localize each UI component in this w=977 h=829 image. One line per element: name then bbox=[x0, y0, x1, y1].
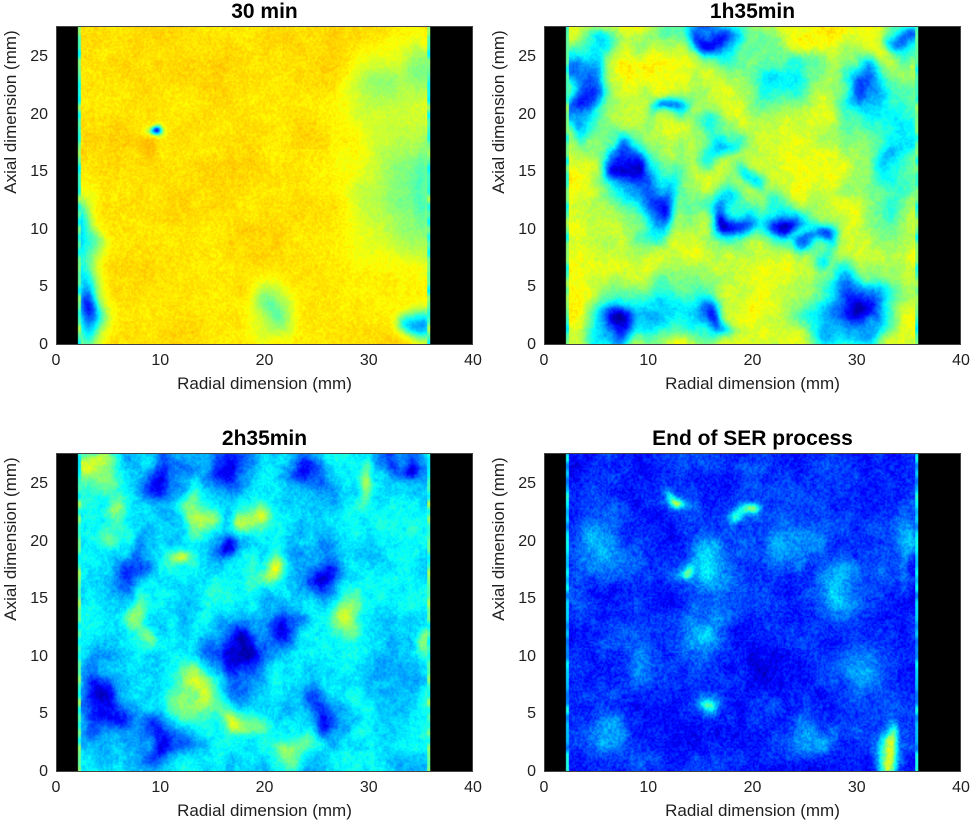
y-tick-label: 15 bbox=[30, 163, 48, 181]
y-tick-label: 10 bbox=[518, 647, 536, 665]
x-axis-label: Radial dimension (mm) bbox=[665, 801, 840, 820]
y-tick-label: 0 bbox=[527, 763, 536, 780]
y-tick-label: 10 bbox=[518, 220, 536, 238]
x-tick-label: 10 bbox=[151, 779, 170, 796]
y-tick-label: 15 bbox=[30, 590, 48, 608]
x-tick-label: 20 bbox=[255, 779, 274, 796]
panel-title: 30 min bbox=[231, 0, 298, 23]
x-tick-label: 20 bbox=[743, 352, 762, 369]
y-tick-label: 10 bbox=[30, 647, 48, 665]
x-axis-label: Radial dimension (mm) bbox=[665, 374, 840, 393]
x-tick-label: 0 bbox=[51, 352, 61, 369]
x-tick-label: 40 bbox=[952, 352, 970, 369]
x-tick-label: 20 bbox=[743, 779, 762, 796]
y-tick-label: 25 bbox=[30, 475, 48, 493]
panel-title: 2h35min bbox=[221, 427, 308, 450]
x-tick-label: 10 bbox=[639, 779, 658, 796]
panel-end-of-ser: End of SER process Axial dimension (mm) … bbox=[488, 427, 977, 829]
heatmap-30min bbox=[56, 26, 473, 345]
x-tick-label: 40 bbox=[464, 352, 482, 369]
x-tick-label: 40 bbox=[464, 779, 482, 796]
y-tick-label: 0 bbox=[527, 336, 536, 353]
x-tick-label: 0 bbox=[51, 779, 61, 796]
x-axis-label: Radial dimension (mm) bbox=[177, 801, 352, 820]
y-tick-label: 5 bbox=[39, 705, 48, 723]
x-tick-label: 10 bbox=[639, 352, 658, 369]
x-tick-label: 40 bbox=[952, 779, 970, 796]
y-tick-label: 15 bbox=[518, 590, 536, 608]
panel-1h35min: 1h35min Axial dimension (mm) 0 5 10 15 20 25 … bbox=[488, 0, 977, 402]
x-tick-label: 30 bbox=[847, 352, 866, 369]
x-axis-label: Radial dimension (mm) bbox=[177, 374, 352, 393]
y-tick-label: 15 bbox=[518, 163, 536, 181]
x-tick-label: 30 bbox=[359, 779, 378, 796]
heatmap-1h35min bbox=[544, 26, 961, 345]
y-tick-label: 0 bbox=[39, 763, 48, 780]
panel-title: 1h35min bbox=[709, 0, 796, 23]
y-tick-label: 0 bbox=[39, 336, 48, 353]
y-tick-label: 20 bbox=[30, 105, 48, 123]
x-tick-label: 0 bbox=[539, 352, 549, 369]
panel-30min: 30 min Axial dimension (mm) 0 5 10 15 20 25 0… bbox=[0, 0, 489, 402]
heatmap-2h35min bbox=[56, 453, 473, 772]
y-tick-label: 25 bbox=[518, 475, 536, 493]
heatmap-end-of-ser bbox=[544, 453, 961, 772]
x-tick-label: 10 bbox=[151, 352, 170, 369]
y-tick-label: 5 bbox=[39, 278, 48, 296]
y-tick-label: 20 bbox=[518, 532, 536, 550]
y-tick-label: 25 bbox=[30, 48, 48, 66]
x-tick-label: 20 bbox=[255, 352, 274, 369]
y-tick-label: 25 bbox=[518, 48, 536, 66]
x-tick-label: 0 bbox=[539, 779, 549, 796]
y-tick-label: 5 bbox=[527, 278, 536, 296]
panel-title: End of SER process bbox=[652, 427, 853, 450]
y-tick-label: 10 bbox=[30, 220, 48, 238]
x-tick-label: 30 bbox=[847, 779, 866, 796]
y-tick-label: 20 bbox=[518, 105, 536, 123]
y-tick-label: 20 bbox=[30, 532, 48, 550]
x-tick-label: 30 bbox=[359, 352, 378, 369]
panel-2h35min: 2h35min Axial dimension (mm) 0 5 10 15 20 25 … bbox=[0, 427, 489, 829]
y-tick-label: 5 bbox=[527, 705, 536, 723]
